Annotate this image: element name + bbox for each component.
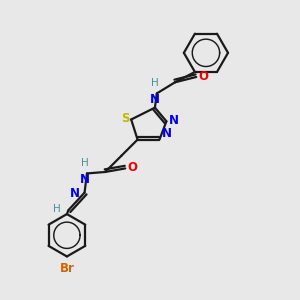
Text: N: N: [150, 93, 160, 106]
Text: Br: Br: [59, 262, 74, 275]
Text: N: N: [169, 114, 179, 127]
Text: N: N: [162, 127, 172, 140]
Text: H: H: [152, 78, 159, 88]
Text: O: O: [199, 70, 208, 83]
Text: N: N: [70, 187, 80, 200]
Text: O: O: [128, 161, 138, 174]
Text: H: H: [81, 158, 88, 168]
Text: N: N: [80, 173, 90, 186]
Text: H: H: [53, 204, 61, 214]
Text: S: S: [121, 112, 130, 125]
